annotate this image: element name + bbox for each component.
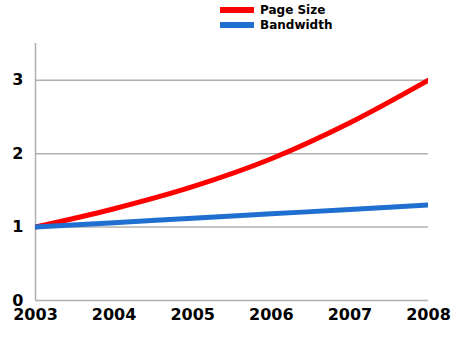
html-text:Page Size: Page Size [260,2,326,17]
svg-text:1: 1 [12,217,23,236]
svg-text:0: 0 [12,290,24,310]
svg-text:2003: 2003 [13,305,58,324]
svg-text:2008: 2008 [406,305,451,324]
svg-text:2005: 2005 [170,305,215,324]
svg-text:2007: 2007 [328,305,373,324]
html-text:Bandwidth: Bandwidth [260,17,333,32]
svg-text:2004: 2004 [92,305,137,324]
svg-text:2: 2 [12,144,23,163]
svg-text:2006: 2006 [249,305,294,324]
svg-text:3: 3 [12,70,23,89]
